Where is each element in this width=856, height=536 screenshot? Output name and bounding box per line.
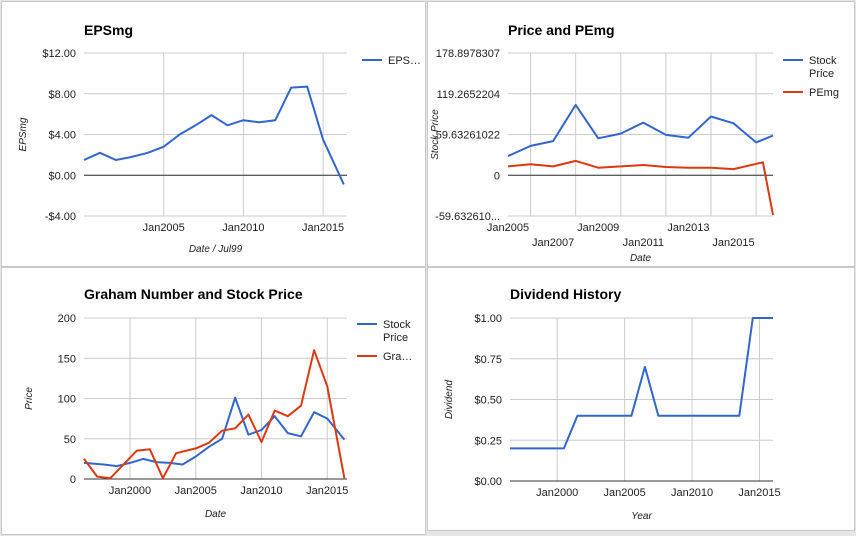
y-tick-label: 0: [494, 170, 500, 182]
series-line-0: [507, 103, 774, 158]
y-tick-label: $1.00: [474, 313, 502, 325]
legend-label-0: Stock Price: [383, 319, 411, 344]
x-tick-label: Jan2009: [577, 222, 619, 234]
price-pe-chart: Price and PEmg 178.8978307 119.2652204 59.6…: [430, 22, 839, 264]
x-tick-label: Jan2000: [536, 487, 578, 499]
series-line-1: [83, 349, 346, 480]
chart-title: Graham Number and Stock Price: [84, 286, 303, 302]
legend-label-1: Gra…: [383, 351, 412, 363]
x-tick-label: Jan2005: [487, 222, 529, 234]
y-tick-label: $0.00: [48, 170, 76, 182]
legend-label-0: EPS…: [388, 55, 421, 67]
legend-label-0: Stock Price: [809, 55, 837, 80]
x-axis-title: Date / Jul99: [189, 244, 243, 255]
y-axis-title: EPSmg: [18, 117, 29, 151]
x-axis-title: Date: [205, 509, 227, 520]
y-axis-title: Dividend: [444, 380, 455, 419]
y-tick-label: 178.8978307: [436, 48, 500, 60]
series-line-0: [83, 396, 346, 468]
y-tick-label: 100: [58, 394, 76, 406]
y-tick-label: 0: [70, 474, 76, 486]
graham-chart-panel: Graham Number and Stock Price 200 150 100 50…: [1, 267, 426, 535]
eps-chart-panel: EPSmg $12.00 $8.00 $4.00 $0.00 -$4.00 Jan2005 J…: [1, 1, 426, 267]
x-tick-label: Jan2010: [240, 485, 282, 497]
y-tick-label: 200: [58, 313, 76, 325]
series-line-1: [507, 159, 774, 216]
x-axis-title: Date: [630, 253, 652, 264]
y-tick-label: $4.00: [48, 130, 76, 142]
x-tick-label: Jan2015: [306, 485, 348, 497]
y-tick-label: $0.00: [474, 476, 502, 488]
y-tick-label: 119.2652204: [437, 89, 500, 101]
legend-label-1: PEmg: [809, 87, 839, 99]
eps-chart: EPSmg $12.00 $8.00 $4.00 $0.00 -$4.00 Jan2005 J…: [18, 22, 421, 255]
y-tick-label: $8.00: [48, 89, 76, 101]
y-tick-label: 59.63261022: [436, 130, 500, 142]
x-tick-label: Jan2007: [532, 237, 574, 249]
y-tick-label: $0.75: [474, 354, 502, 366]
series-line-0: [510, 317, 773, 450]
x-tick-label: Jan2011: [623, 237, 664, 249]
x-tick-label: Jan2015: [738, 487, 780, 499]
dividend-chart: Dividend History $1.00 $0.75 $0.50 $0.25 $0.0…: [444, 286, 781, 522]
y-tick-label: -59.632610...: [435, 211, 500, 223]
x-tick-label: Jan2005: [175, 485, 217, 497]
y-tick-label: $0.25: [474, 435, 502, 447]
graham-chart: Graham Number and Stock Price 200 150 100 50…: [24, 286, 412, 520]
x-tick-label: Jan2015: [302, 222, 344, 234]
chart-title: EPSmg: [84, 22, 133, 38]
chart-title: Dividend History: [510, 286, 621, 302]
y-axis-title: Price: [24, 387, 35, 410]
x-tick-label: Jan2013: [667, 222, 709, 234]
y-tick-label: 50: [64, 434, 76, 446]
x-axis-title: Year: [631, 511, 652, 522]
dividend-chart-panel: Dividend History $1.00 $0.75 $0.50 $0.25 $0.0…: [427, 267, 855, 531]
chart-title: Price and PEmg: [508, 22, 615, 38]
x-tick-label: Jan2015: [712, 237, 754, 249]
x-tick-label: Jan2010: [222, 222, 264, 234]
y-tick-label: $12.00: [42, 48, 76, 60]
y-tick-label: 150: [58, 353, 76, 365]
y-axis-title: Stock Price: [430, 109, 441, 160]
x-tick-label: Jan2005: [143, 222, 185, 234]
x-tick-label: Jan2010: [671, 487, 713, 499]
price-pe-chart-panel: Price and PEmg 178.8978307 119.2652204 59.6…: [427, 1, 855, 267]
x-tick-label: Jan2000: [109, 485, 151, 497]
y-tick-label: -$4.00: [45, 211, 76, 223]
y-tick-label: $0.50: [474, 395, 502, 407]
x-tick-label: Jan2005: [604, 487, 646, 499]
series-line-0: [83, 85, 345, 185]
